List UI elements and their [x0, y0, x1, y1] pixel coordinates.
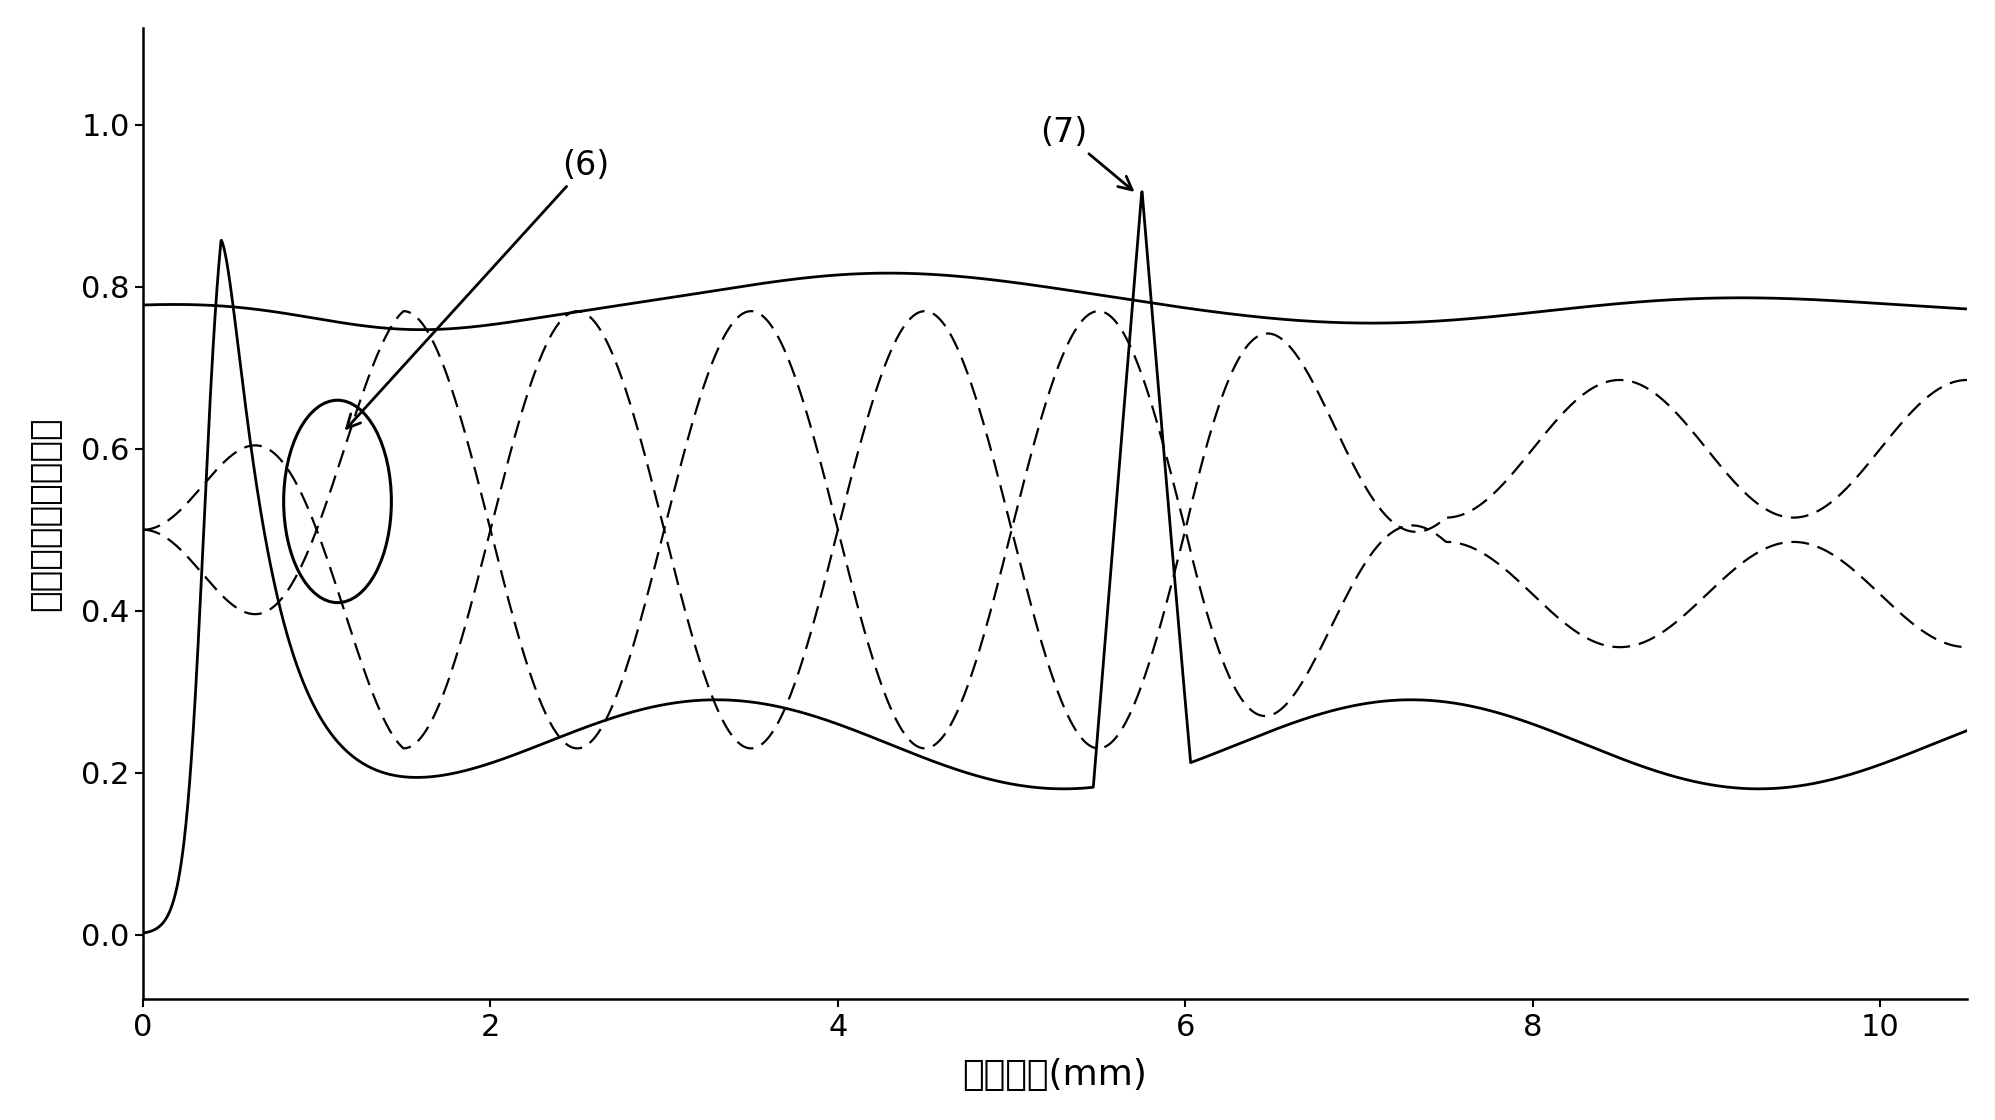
- Text: (6): (6): [347, 149, 610, 428]
- Y-axis label: 能量传输（归一化）: 能量传输（归一化）: [28, 417, 62, 610]
- X-axis label: 传播距离(mm): 传播距离(mm): [964, 1058, 1147, 1092]
- Text: (7): (7): [1039, 116, 1133, 190]
